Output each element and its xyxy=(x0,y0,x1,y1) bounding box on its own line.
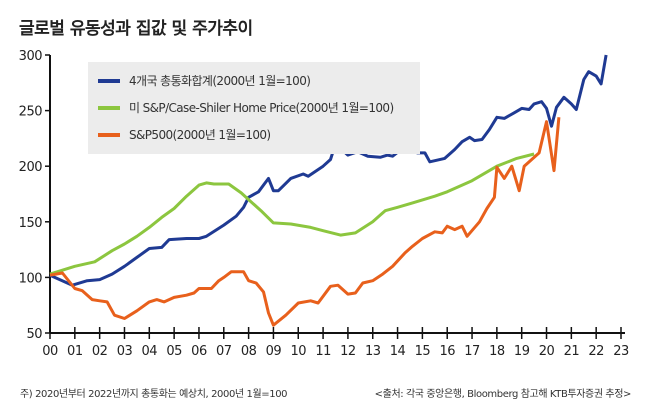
y-tick-label: 200 xyxy=(19,160,43,175)
x-tick-label: 01 xyxy=(67,344,83,359)
x-tick-label: 06 xyxy=(191,344,207,359)
y-tick-label: 150 xyxy=(19,216,43,231)
x-tick-label: 20 xyxy=(539,344,555,359)
x-tick-label: 07 xyxy=(216,344,232,359)
x-tick-label: 16 xyxy=(439,344,455,359)
x-tick-label: 02 xyxy=(92,344,108,359)
series-line-sp500 xyxy=(49,117,561,327)
series-line-money-supply xyxy=(49,54,608,287)
x-tick-label: 00 xyxy=(42,344,58,359)
legend-label: 4개국 총통화합계(2000년 1월=100) xyxy=(129,74,311,88)
legend-label: S&P500(2000년 1월=100) xyxy=(129,128,271,142)
y-tick-label: 100 xyxy=(19,271,43,286)
x-tick-label: 13 xyxy=(365,344,381,359)
legend-swatch-orange xyxy=(98,132,120,137)
legend: 4개국 총통화합계(2000년 1월=100) 미 S&P/Case-Shile… xyxy=(88,62,420,154)
x-tick-label: 10 xyxy=(290,344,306,359)
legend-swatch-blue xyxy=(98,78,120,83)
series-line-home-price xyxy=(49,152,535,276)
x-tick-label: 12 xyxy=(340,344,356,359)
x-tick-label: 23 xyxy=(613,344,629,359)
y-tick-label: 300 xyxy=(19,49,43,64)
x-tick-label: 11 xyxy=(315,344,331,359)
x-tick-label: 08 xyxy=(241,344,257,359)
x-tick-label: 15 xyxy=(415,344,431,359)
legend-item-money-supply: 4개국 총통화합계(2000년 1월=100) xyxy=(98,72,311,89)
chart-title: 글로벌 유동성과 집값 및 주가추이 xyxy=(19,19,253,39)
x-tick-label: 18 xyxy=(489,344,505,359)
x-tick-label: 22 xyxy=(588,344,604,359)
x-tick-label: 14 xyxy=(390,344,406,359)
x-tick-label: 17 xyxy=(464,344,480,359)
legend-label: 미 S&P/Case-Shiler Home Price(2000년 1월=10… xyxy=(129,101,394,115)
x-tick-label: 05 xyxy=(166,344,182,359)
source-note: <출처: 각국 중앙은행, Bloomberg 참고해 KTB투자증권 추정> xyxy=(374,389,632,400)
footnote: 주) 2020년부터 2022년까지 총통화는 예상치, 2000년 1월=10… xyxy=(20,389,288,400)
x-tick-label: 03 xyxy=(117,344,133,359)
legend-swatch-green xyxy=(98,105,120,110)
x-tick-label: 04 xyxy=(142,344,158,359)
x-tick-label: 21 xyxy=(564,344,580,359)
x-tick-label: 09 xyxy=(266,344,282,359)
legend-item-home-price: 미 S&P/Case-Shiler Home Price(2000년 1월=10… xyxy=(98,99,394,116)
legend-item-sp500: S&P500(2000년 1월=100) xyxy=(98,126,271,143)
y-tick-label: 250 xyxy=(19,105,43,120)
y-tick-label: 50 xyxy=(26,327,42,342)
x-tick-label: 19 xyxy=(514,344,530,359)
